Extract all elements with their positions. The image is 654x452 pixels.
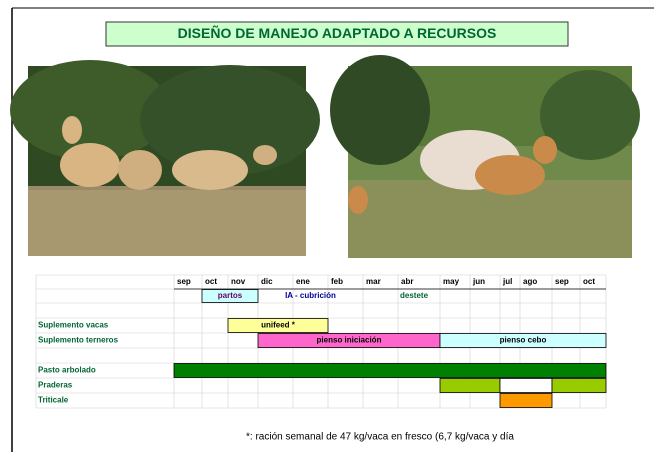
month-label: abr: [401, 277, 413, 286]
month-label: dic: [261, 277, 273, 286]
month-label: sep: [177, 277, 191, 286]
month-label: sep: [555, 277, 569, 286]
month-label: ago: [523, 277, 537, 286]
row-label: Triticale: [38, 396, 69, 405]
month-label: nov: [231, 277, 246, 286]
event-label: IA - cubrición: [285, 291, 336, 300]
title: DISEÑO DE MANEJO ADAPTADO A RECURSOS: [178, 24, 497, 41]
photo-right: [330, 55, 640, 258]
row-label: Pasto arbolado: [38, 366, 96, 375]
row-label: Suplemento vacas: [38, 321, 109, 330]
month-label: jun: [472, 277, 485, 286]
bar: [439, 333, 607, 348]
bar-label: pienso iniciación: [317, 336, 382, 345]
bar-label: pienso cebo: [500, 336, 547, 345]
month-label: ene: [296, 277, 310, 286]
month-label: oct: [205, 277, 217, 286]
month-label: jul: [502, 277, 512, 286]
month-label: oct: [583, 277, 595, 286]
bar: [499, 378, 553, 393]
row-label: Praderas: [38, 381, 73, 390]
bar: [499, 393, 553, 408]
bar-label: unifeed *: [261, 321, 296, 330]
row-label: Suplemento terneros: [38, 336, 119, 345]
event-label: partos: [218, 291, 243, 300]
bar: [227, 318, 329, 333]
bar: [551, 378, 607, 393]
month-label: mar: [366, 277, 381, 286]
bar: [173, 363, 607, 378]
month-label: feb: [331, 277, 343, 286]
bar: [439, 378, 501, 393]
event-label: destete: [400, 291, 429, 300]
footnote: *: ración semanal de 47 kg/vaca en fresc…: [246, 432, 514, 443]
photo-left: [10, 60, 320, 256]
title-box: [105, 21, 569, 47]
month-label: may: [443, 277, 460, 286]
bar: [201, 289, 259, 303]
